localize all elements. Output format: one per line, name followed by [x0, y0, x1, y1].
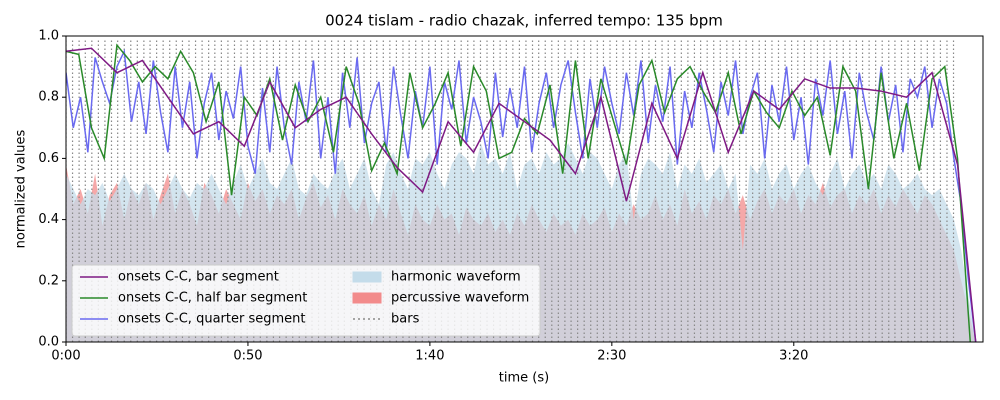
legend-label: harmonic waveform: [391, 270, 521, 285]
legend-label: onsets C-C, quarter segment: [118, 312, 305, 327]
chart-title: 0024 tislam - radio chazak, inferred tem…: [325, 12, 723, 30]
axes: 0:00 0:50 1:40 2:30 3:20 0.0 0.2 0.4 0.6 0.8 1.0 on…: [38, 29, 984, 364]
y-tick-label: 0.6: [38, 151, 59, 166]
y-tick-label: 0.4: [38, 212, 59, 227]
line: [66, 48, 977, 342]
x-tick-label: 0:00: [51, 349, 80, 364]
y-tick-label: 1.0: [38, 29, 59, 44]
line: [66, 47, 977, 342]
legend-label: onsets C-C, half bar segment: [118, 291, 307, 306]
x-tick-label: 1:40: [415, 349, 444, 364]
y-tick-label: 0.8: [38, 90, 59, 105]
legend-swatch: [352, 292, 382, 304]
legend-box: [71, 264, 541, 337]
line: [66, 43, 972, 342]
x-tick-label: 0:50: [233, 349, 262, 364]
legend-label: onsets C-C, bar segment: [118, 270, 279, 285]
legend: onsets C-C, bar segment onsets C-C, half …: [71, 264, 541, 337]
legend-swatch: [352, 271, 382, 283]
y-tick-label: 0.2: [38, 273, 59, 288]
y-axis-label: normalized values: [14, 129, 29, 248]
y-tick-label: 0.0: [38, 335, 59, 350]
x-tick-label: 3:20: [779, 349, 808, 364]
x-axis-label: time (s): [499, 371, 549, 386]
x-tick-label: 2:30: [597, 349, 626, 364]
plot-frame: [65, 35, 984, 343]
legend-label: percussive waveform: [391, 291, 529, 306]
legend-label: bars: [391, 312, 420, 327]
